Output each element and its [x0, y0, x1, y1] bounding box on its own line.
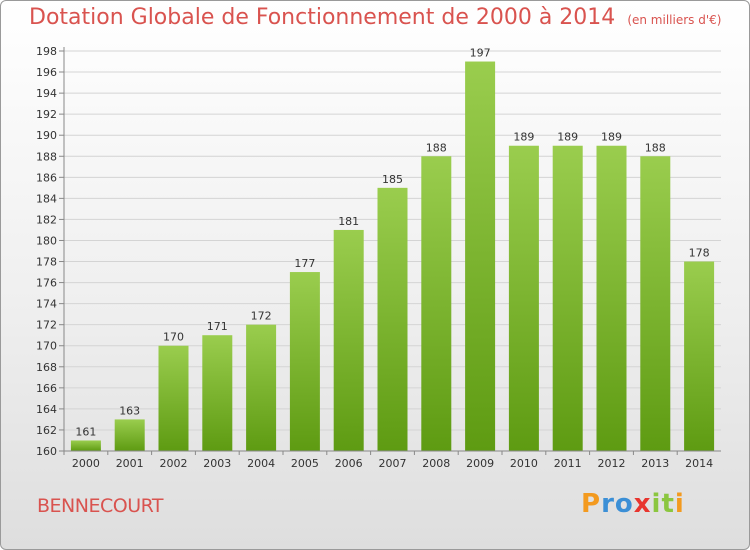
axes: 160 162 164 166 168 170 172 174 176 178 180 182 184 1…	[36, 45, 721, 470]
logo-letter: o	[614, 489, 634, 519]
bar-value-label: 189	[601, 131, 622, 144]
bar-2003[interactable]	[202, 335, 233, 451]
unit-note: (en milliers d'€)	[627, 13, 722, 27]
bar-2013[interactable]	[640, 156, 671, 451]
logo-letter: x	[633, 489, 652, 519]
bar-2012[interactable]	[596, 145, 627, 451]
bar-value-label: 188	[426, 141, 447, 154]
bar-2009[interactable]	[465, 61, 496, 452]
y-tick-label: 192	[36, 108, 57, 121]
y-tick-label: 186	[36, 171, 57, 184]
bar-value-label: 178	[689, 247, 710, 260]
bar-value-label: 171	[207, 320, 228, 333]
y-tick-label: 162	[36, 424, 57, 437]
y-tick-label: 168	[36, 361, 57, 374]
chart-title-text: Dotation Globale de Fonctionnement de 20…	[29, 5, 616, 30]
x-tick-label: 2009	[466, 457, 494, 470]
bar-value-label: 189	[557, 131, 578, 144]
y-tick-label: 172	[36, 319, 57, 332]
y-tick-label: 166	[36, 382, 57, 395]
bar-value-label: 170	[163, 331, 184, 344]
x-tick-label: 2012	[598, 457, 626, 470]
bar-2014[interactable]	[684, 261, 715, 451]
y-tick-label: 184	[36, 192, 57, 205]
y-tick-label: 196	[36, 66, 57, 79]
logo-letter: P	[581, 489, 602, 519]
x-tick-label: 2000	[72, 457, 100, 470]
chart-title: Dotation Globale de Fonctionnement de 20…	[29, 5, 721, 30]
x-tick-label: 2011	[554, 457, 582, 470]
logo-letter: i	[674, 489, 685, 519]
x-tick-label: 2006	[335, 457, 363, 470]
bar-value-label: 188	[645, 141, 666, 154]
commune-name: BENNECOURT	[37, 495, 164, 517]
bar-2002[interactable]	[158, 345, 189, 451]
bar-2008[interactable]	[421, 156, 452, 451]
bar-value-label: 185	[382, 173, 403, 186]
bar-value-label: 197	[470, 47, 491, 60]
y-tick-label: 164	[36, 403, 57, 416]
proxiti-logo[interactable]: Proxiti	[581, 489, 685, 519]
bar-2000[interactable]	[70, 440, 101, 451]
bar-value-label: 177	[294, 257, 315, 270]
x-tick-label: 2003	[203, 457, 231, 470]
y-tick-label: 174	[36, 298, 57, 311]
bar-value-label: 172	[251, 310, 272, 323]
bars: 161 163 170 171 172 177 181 185 188 197 189 189 189 1…	[70, 47, 715, 452]
x-tick-label: 2005	[291, 457, 319, 470]
y-tick-label: 180	[36, 234, 57, 247]
bar-2004[interactable]	[246, 324, 277, 451]
bar-2005[interactable]	[289, 272, 320, 451]
y-tick-label: 190	[36, 129, 57, 142]
bar-value-label: 181	[338, 215, 359, 228]
x-tick-label: 2013	[641, 457, 669, 470]
bar-2006[interactable]	[333, 229, 364, 451]
y-tick-label: 198	[36, 45, 57, 58]
bar-value-label: 161	[75, 425, 96, 438]
y-tick-label: 176	[36, 277, 57, 290]
y-tick-label: 160	[36, 445, 57, 458]
bar-value-label: 163	[119, 404, 140, 417]
y-tick-label: 170	[36, 340, 57, 353]
y-tick-label: 194	[36, 87, 57, 100]
logo-letter: t	[661, 489, 675, 519]
y-tick-label: 188	[36, 150, 57, 163]
bar-2011[interactable]	[552, 145, 583, 451]
bar-2001[interactable]	[114, 419, 145, 451]
y-tick-label: 178	[36, 256, 57, 269]
logo-letter: r	[601, 489, 615, 519]
x-tick-label: 2001	[116, 457, 144, 470]
logo-letter: i	[651, 489, 662, 519]
x-tick-label: 2004	[247, 457, 275, 470]
x-tick-label: 2002	[160, 457, 188, 470]
bar-2007[interactable]	[377, 187, 408, 451]
bar-value-label: 189	[513, 131, 534, 144]
bar-2010[interactable]	[508, 145, 539, 451]
y-tick-label: 182	[36, 213, 57, 226]
x-tick-label: 2014	[685, 457, 713, 470]
x-tick-label: 2010	[510, 457, 538, 470]
x-tick-label: 2008	[422, 457, 450, 470]
x-tick-label: 2007	[379, 457, 407, 470]
